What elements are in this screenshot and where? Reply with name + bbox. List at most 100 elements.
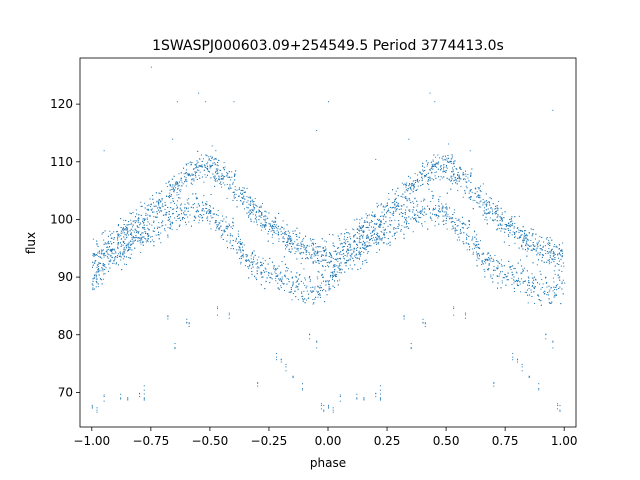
data-point — [558, 248, 560, 250]
data-point — [258, 267, 260, 269]
data-point — [188, 198, 190, 200]
data-point — [126, 256, 128, 258]
data-point — [160, 242, 162, 244]
data-point — [484, 200, 486, 202]
data-point — [94, 253, 96, 255]
data-point — [140, 239, 142, 241]
data-point — [493, 220, 495, 222]
data-point — [158, 202, 160, 204]
data-point — [126, 237, 128, 239]
data-point — [137, 218, 139, 220]
data-point — [151, 209, 153, 211]
data-point — [209, 206, 211, 208]
data-point — [240, 243, 242, 245]
data-point — [292, 243, 294, 245]
data-point — [561, 288, 563, 290]
data-point — [489, 255, 491, 257]
data-point — [430, 200, 432, 202]
data-point — [379, 220, 381, 222]
data-point — [224, 230, 226, 232]
data-point — [206, 174, 208, 176]
data-point — [406, 220, 408, 222]
data-point — [218, 178, 220, 180]
data-point — [209, 223, 211, 225]
data-point — [365, 227, 367, 229]
data-point — [532, 248, 534, 250]
data-point — [456, 183, 458, 185]
data-point — [298, 274, 300, 276]
data-point — [372, 229, 374, 231]
data-point — [366, 245, 368, 247]
data-point — [449, 218, 451, 220]
data-point — [436, 166, 438, 168]
data-point — [140, 251, 142, 253]
data-point — [374, 227, 376, 229]
data-point — [359, 252, 361, 254]
data-point — [199, 216, 201, 218]
data-point — [179, 197, 181, 199]
data-point — [425, 175, 427, 177]
data-point — [169, 223, 171, 225]
data-point — [561, 249, 563, 251]
data-point — [113, 231, 115, 233]
data-point — [286, 277, 288, 279]
data-point — [548, 302, 550, 304]
data-point — [296, 244, 298, 246]
data-point — [275, 277, 277, 279]
data-point — [414, 180, 416, 182]
data-point — [549, 243, 551, 245]
data-point — [185, 163, 187, 165]
data-point — [97, 269, 99, 271]
data-point — [479, 197, 481, 199]
data-point — [319, 245, 321, 247]
data-point — [130, 244, 132, 246]
data-point — [533, 291, 535, 293]
data-point — [555, 246, 557, 248]
data-point — [393, 234, 395, 236]
data-point — [508, 260, 510, 262]
data-point — [214, 158, 216, 160]
data-point — [384, 213, 385, 215]
data-point — [394, 193, 396, 195]
data-point — [127, 224, 129, 226]
data-point — [446, 192, 448, 194]
data-point — [301, 293, 303, 295]
data-point — [492, 219, 494, 221]
data-point — [146, 217, 148, 219]
data-point — [273, 232, 275, 234]
data-point — [374, 239, 376, 241]
data-point — [202, 202, 204, 204]
data-point — [405, 218, 407, 220]
data-point — [172, 213, 174, 215]
data-point — [253, 201, 255, 203]
data-point — [252, 253, 254, 254]
data-point — [533, 245, 535, 247]
data-point — [478, 196, 480, 198]
data-point — [133, 231, 135, 233]
data-point — [280, 285, 282, 287]
data-point — [282, 220, 284, 222]
data-point — [431, 166, 433, 168]
data-point — [356, 249, 358, 251]
data-point — [95, 274, 97, 276]
data-point — [145, 231, 147, 233]
data-point — [132, 242, 134, 244]
data-point — [429, 177, 431, 179]
data-point — [100, 279, 102, 281]
data-point — [513, 226, 515, 228]
data-point — [476, 191, 478, 193]
data-point — [504, 223, 506, 225]
data-point — [559, 253, 560, 255]
data-point — [104, 268, 106, 270]
data-point — [510, 218, 512, 220]
data-point — [130, 233, 132, 235]
data-point — [445, 211, 447, 213]
data-point — [536, 247, 538, 249]
data-point — [261, 264, 263, 266]
data-point — [492, 210, 493, 212]
data-point — [345, 251, 347, 253]
data-point — [332, 278, 334, 280]
data-point — [389, 212, 391, 214]
data-point — [321, 290, 323, 292]
data-point — [434, 164, 436, 166]
